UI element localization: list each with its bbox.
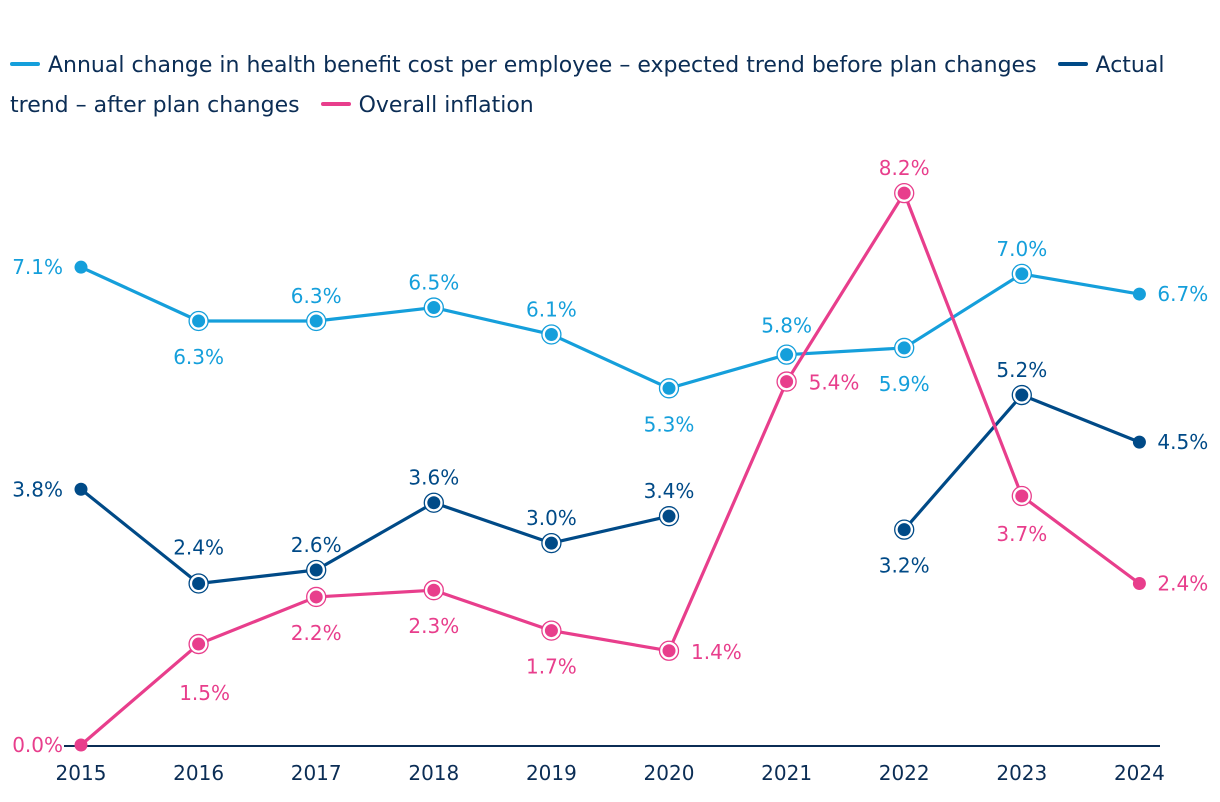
data-label-overall-inflation-2024: 2.4% xyxy=(1157,571,1208,595)
data-label-overall-inflation-2016: 1.5% xyxy=(179,681,230,705)
data-point-actual-trend-after-plan-changes-2016 xyxy=(192,576,206,590)
data-label-actual-trend-after-plan-changes-2017: 2.6% xyxy=(291,533,342,557)
legend-item-expected-trend[interactable]: Annual change in health benefit cost per… xyxy=(10,53,1037,78)
data-point-annual-change-in-health-benefit-cost-per-2024 xyxy=(1132,287,1146,301)
legend-label-expected-trend: Annual change in health benefit cost per… xyxy=(48,53,1037,78)
x-tick-label-2018: 2018 xyxy=(408,761,459,785)
data-point-annual-change-in-health-benefit-cost-per-2015 xyxy=(74,260,88,274)
series-line-overall-inflation-0 xyxy=(79,191,1142,747)
x-tick-label-2016: 2016 xyxy=(173,761,224,785)
data-point-actual-trend-after-plan-changes-2022 xyxy=(897,523,911,537)
data-point-annual-change-in-health-benefit-cost-per-2019 xyxy=(544,327,558,341)
data-label-actual-trend-after-plan-changes-2024: 4.5% xyxy=(1157,430,1208,454)
data-point-annual-change-in-health-benefit-cost-per-2017 xyxy=(309,314,323,328)
data-label-overall-inflation-2015: 0.0% xyxy=(12,733,63,757)
data-label-annual-change-in-health-benefit-cost-per-2023: 7.0% xyxy=(996,237,1047,261)
legend: Annual change in health benefit cost per… xyxy=(10,46,1200,126)
data-label-actual-trend-after-plan-changes-2022: 3.2% xyxy=(879,554,930,578)
data-label-actual-trend-after-plan-changes-2020: 3.4% xyxy=(644,479,695,503)
data-point-actual-trend-after-plan-changes-2024 xyxy=(1132,435,1146,449)
data-point-overall-inflation-2016 xyxy=(192,637,206,651)
data-label-overall-inflation-2023: 3.7% xyxy=(996,522,1047,546)
series-line-actual-trend-after-plan-changes-0 xyxy=(79,487,671,586)
data-label-overall-inflation-2018: 2.3% xyxy=(408,614,459,638)
data-label-overall-inflation-2019: 1.7% xyxy=(526,655,577,679)
data-point-annual-change-in-health-benefit-cost-per-2022 xyxy=(897,341,911,355)
data-label-annual-change-in-health-benefit-cost-per-2017: 6.3% xyxy=(291,284,342,308)
data-label-annual-change-in-health-benefit-cost-per-2019: 6.1% xyxy=(526,297,577,321)
data-label-overall-inflation-2021: 5.4% xyxy=(809,371,860,395)
x-tick-label-2024: 2024 xyxy=(1114,761,1165,785)
data-point-overall-inflation-2021 xyxy=(780,375,794,389)
series-line-actual-trend-after-plan-changes-1 xyxy=(902,393,1142,532)
x-tick-label-2015: 2015 xyxy=(56,761,107,785)
data-label-actual-trend-after-plan-changes-2019: 3.0% xyxy=(526,506,577,530)
data-label-annual-change-in-health-benefit-cost-per-2020: 5.3% xyxy=(644,412,695,436)
data-point-actual-trend-after-plan-changes-2018 xyxy=(427,496,441,510)
data-point-annual-change-in-health-benefit-cost-per-2018 xyxy=(427,301,441,315)
data-point-actual-trend-after-plan-changes-2023 xyxy=(1015,388,1029,402)
data-label-annual-change-in-health-benefit-cost-per-2018: 6.5% xyxy=(408,271,459,295)
data-point-actual-trend-after-plan-changes-2015 xyxy=(74,482,88,496)
data-point-overall-inflation-2024 xyxy=(1132,576,1146,590)
data-label-actual-trend-after-plan-changes-2015: 3.8% xyxy=(12,477,63,501)
x-tick-label-2022: 2022 xyxy=(879,761,930,785)
legend-swatch-actual-trend xyxy=(1057,62,1088,66)
legend-label-overall-inflation: Overall inflation xyxy=(358,93,534,118)
data-label-overall-inflation-2017: 2.2% xyxy=(291,621,342,645)
data-point-annual-change-in-health-benefit-cost-per-2023 xyxy=(1015,267,1029,281)
data-label-annual-change-in-health-benefit-cost-per-2021: 5.8% xyxy=(761,314,812,338)
data-label-actual-trend-after-plan-changes-2018: 3.6% xyxy=(408,466,459,490)
data-point-actual-trend-after-plan-changes-2019 xyxy=(544,536,558,550)
legend-swatch-expected-trend xyxy=(10,62,40,66)
data-point-annual-change-in-health-benefit-cost-per-2021 xyxy=(780,348,794,362)
data-point-overall-inflation-2020 xyxy=(662,644,676,658)
data-point-actual-trend-after-plan-changes-2017 xyxy=(309,563,323,577)
data-point-actual-trend-after-plan-changes-2020 xyxy=(662,509,676,523)
x-tick-label-2017: 2017 xyxy=(291,761,342,785)
data-point-annual-change-in-health-benefit-cost-per-2020 xyxy=(662,381,676,395)
data-label-annual-change-in-health-benefit-cost-per-2022: 5.9% xyxy=(879,372,930,396)
data-point-overall-inflation-2023 xyxy=(1015,489,1029,503)
legend-swatch-overall-inflation xyxy=(320,102,351,106)
data-point-annual-change-in-health-benefit-cost-per-2016 xyxy=(192,314,206,328)
data-point-overall-inflation-2018 xyxy=(427,583,441,597)
data-label-overall-inflation-2022: 8.2% xyxy=(879,156,930,180)
legend-item-actual-trend[interactable]: Actual trend – after plan changes xyxy=(10,53,1164,118)
x-tick-label-2019: 2019 xyxy=(526,761,577,785)
data-label-overall-inflation-2020: 1.4% xyxy=(691,640,742,664)
x-tick-label-2020: 2020 xyxy=(644,761,695,785)
legend-item-overall-inflation[interactable]: Overall inflation xyxy=(320,93,534,118)
data-label-actual-trend-after-plan-changes-2016: 2.4% xyxy=(173,535,224,559)
data-point-overall-inflation-2015 xyxy=(74,738,88,752)
legend-label-actual-trend: Actual trend – after plan changes xyxy=(10,53,1165,118)
data-label-actual-trend-after-plan-changes-2023: 5.2% xyxy=(996,358,1047,382)
x-tick-label-2023: 2023 xyxy=(996,761,1047,785)
series-line-annual-change-in-health-benefit-cost-per-0 xyxy=(79,265,1142,390)
x-tick-label-2021: 2021 xyxy=(761,761,812,785)
data-point-overall-inflation-2022 xyxy=(897,186,911,200)
data-point-overall-inflation-2017 xyxy=(309,590,323,604)
data-label-annual-change-in-health-benefit-cost-per-2015: 7.1% xyxy=(12,255,63,279)
data-label-annual-change-in-health-benefit-cost-per-2016: 6.3% xyxy=(173,345,224,369)
data-point-overall-inflation-2019 xyxy=(544,624,558,638)
data-label-annual-change-in-health-benefit-cost-per-2024: 6.7% xyxy=(1157,282,1208,306)
